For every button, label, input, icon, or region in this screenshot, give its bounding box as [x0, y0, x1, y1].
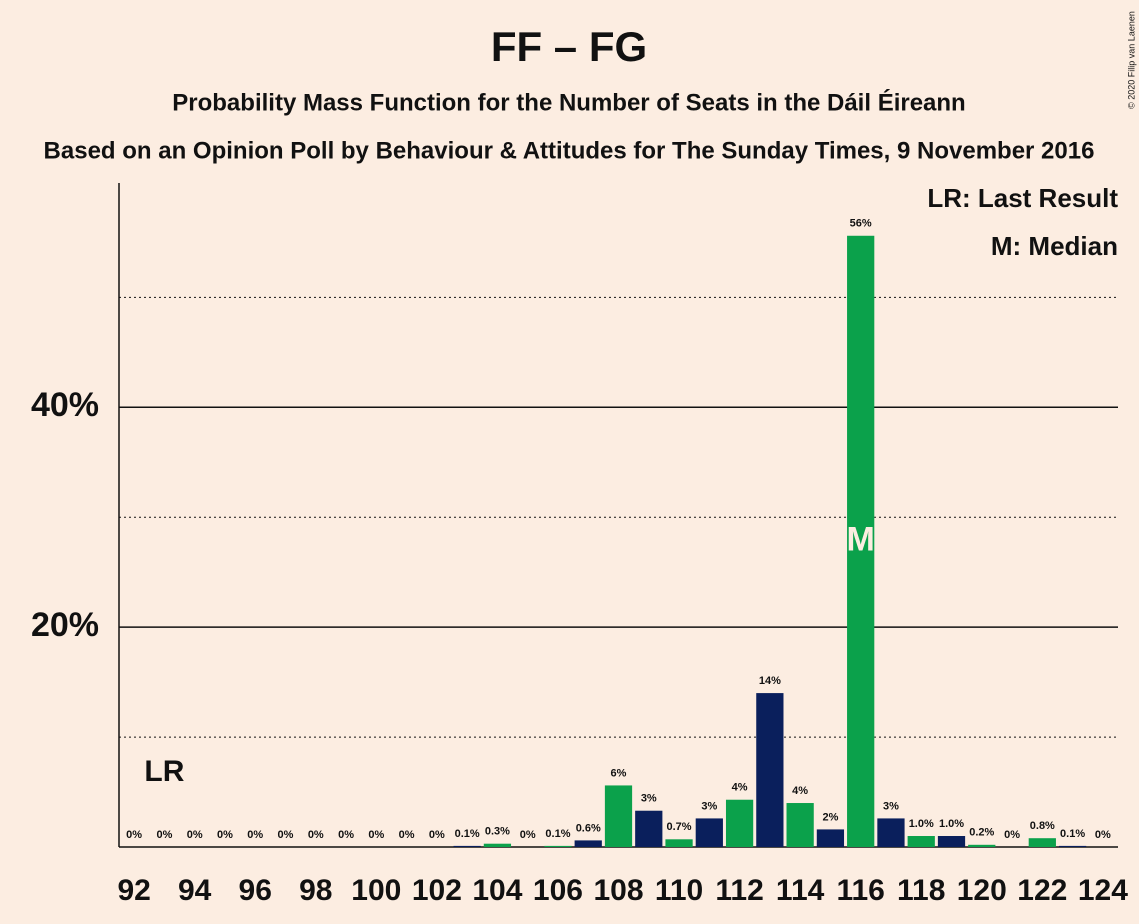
bar	[604, 785, 633, 847]
value-label: 0%	[126, 829, 142, 841]
bar	[907, 836, 935, 847]
bar	[847, 235, 875, 848]
value-label: 0.1%	[455, 828, 480, 840]
value-label: 0.8%	[1030, 820, 1055, 832]
bar	[968, 844, 996, 847]
value-label: 0.1%	[545, 828, 570, 840]
y-tick-label: 40%	[31, 386, 99, 424]
bar	[937, 836, 966, 847]
chart-subtitle: Probability Mass Function for the Number…	[172, 88, 965, 116]
value-label: 0%	[278, 829, 294, 841]
x-tick-label: 108	[593, 874, 643, 907]
value-label: 0%	[187, 829, 203, 841]
chart-title: FF – FG	[491, 23, 647, 70]
value-label: 56%	[850, 218, 872, 230]
value-label: 0%	[368, 829, 384, 841]
value-label: 0.7%	[667, 821, 692, 833]
bar	[877, 818, 905, 847]
bar	[544, 845, 572, 847]
bar	[574, 840, 602, 847]
bar	[635, 810, 663, 847]
value-label: 0.2%	[969, 827, 994, 839]
x-tick-label: 118	[897, 874, 945, 907]
value-label: 2%	[822, 811, 838, 823]
bar	[665, 839, 693, 847]
bar	[786, 803, 814, 847]
value-label: 4%	[732, 782, 748, 794]
x-tick-label: 100	[351, 874, 401, 907]
value-label: 0%	[1095, 829, 1111, 841]
bar	[1028, 838, 1056, 847]
x-tick-label: 102	[412, 874, 462, 907]
bar	[725, 799, 754, 847]
value-label: 0%	[1004, 829, 1020, 841]
value-label: 0.6%	[576, 822, 601, 834]
legend-entry: M: Median	[991, 231, 1118, 261]
value-label: 0.3%	[485, 826, 510, 838]
value-label: 3%	[701, 800, 717, 812]
bar	[453, 845, 481, 847]
x-tick-label: 116	[836, 874, 884, 907]
x-tick-label: 106	[533, 874, 583, 907]
value-label: 0%	[520, 829, 536, 841]
value-label: 0%	[399, 829, 415, 841]
chart-subtitle: Based on an Opinion Poll by Behaviour & …	[44, 137, 1095, 164]
x-tick-label: 112	[715, 874, 763, 907]
x-tick-label: 92	[117, 874, 150, 907]
value-label: 14%	[759, 675, 781, 687]
x-tick-label: 114	[776, 874, 825, 907]
x-tick-label: 104	[472, 874, 522, 907]
copyright: © 2020 Filip van Laenen	[1126, 11, 1136, 109]
value-label: 1.0%	[909, 818, 934, 830]
bar	[756, 693, 784, 847]
value-label: 0%	[156, 829, 172, 841]
bar	[695, 818, 723, 847]
x-tick-label: 120	[957, 874, 1007, 907]
x-tick-label: 96	[239, 874, 272, 907]
legend-entry: LR: Last Result	[927, 183, 1118, 213]
x-tick-label: 98	[299, 874, 332, 907]
value-label: 3%	[641, 793, 657, 805]
x-tick-label: 122	[1017, 874, 1067, 907]
x-tick-label: 110	[655, 874, 703, 907]
last-result-marker: LR	[144, 755, 184, 788]
y-tick-label: 20%	[31, 606, 99, 644]
bar	[1058, 845, 1087, 847]
bar	[816, 829, 845, 847]
value-label: 0%	[308, 829, 324, 841]
value-label: 0.1%	[1060, 828, 1085, 840]
value-label: 1.0%	[939, 818, 964, 830]
value-label: 0%	[338, 829, 354, 841]
x-tick-label: 94	[178, 874, 212, 907]
x-tick-label: 124	[1078, 874, 1128, 907]
value-label: 4%	[792, 785, 808, 797]
value-label: 0%	[217, 829, 233, 841]
value-label: 6%	[611, 767, 627, 779]
value-label: 0%	[247, 829, 263, 841]
median-marker: M	[847, 520, 875, 558]
bar	[483, 843, 512, 847]
value-label: 0%	[429, 829, 445, 841]
value-label: 3%	[883, 800, 899, 812]
